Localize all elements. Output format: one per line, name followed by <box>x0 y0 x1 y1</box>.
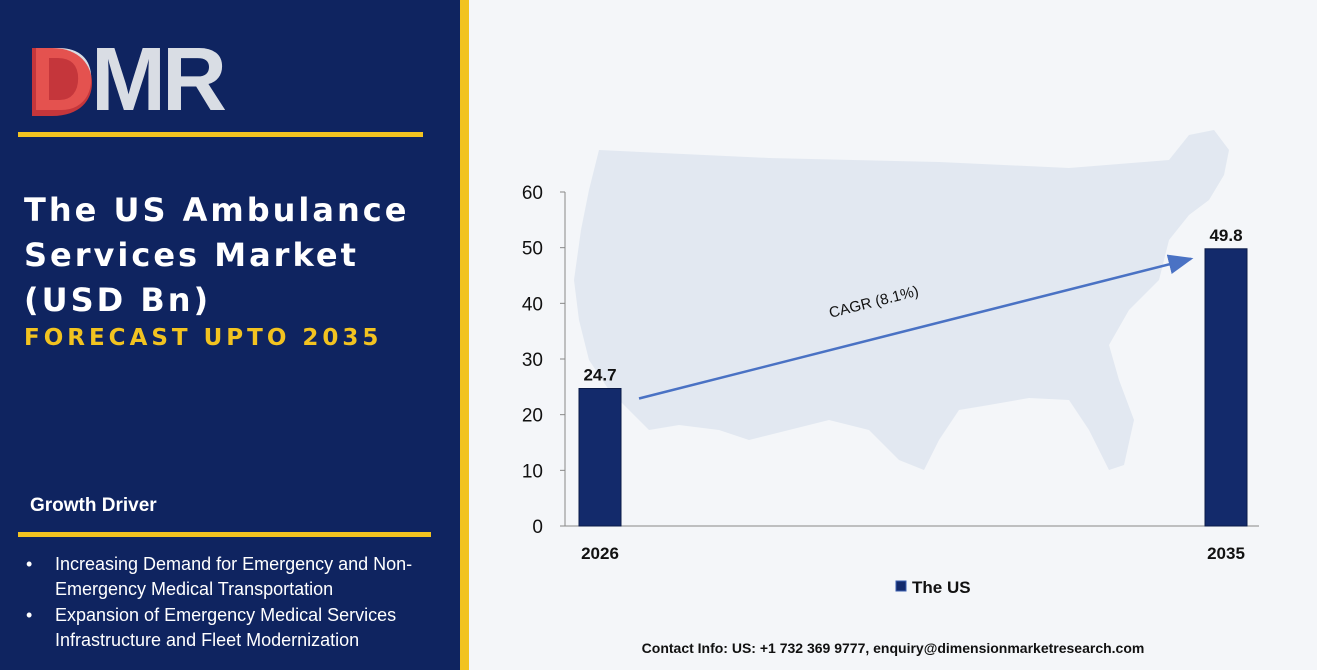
dmr-logo: DMR <box>30 38 230 118</box>
page-title: The US Ambulance Services Market (USD Bn… <box>24 188 444 323</box>
contact-info: Contact Info: US: +1 732 369 9777, enqui… <box>641 640 1145 656</box>
forecast-subtitle: FORECAST UPTO 2035 <box>24 325 383 351</box>
us-map-background <box>574 130 1229 470</box>
title-line-1: The US Ambulance <box>24 191 410 229</box>
y-tick-label: 60 <box>522 183 543 204</box>
legend-swatch <box>895 580 907 592</box>
x-tick-label: 2035 <box>1207 544 1245 563</box>
y-tick-label: 50 <box>522 239 543 260</box>
legend-label: The US <box>912 578 971 597</box>
bar <box>578 388 622 527</box>
growth-driver-heading: Growth Driver <box>30 495 157 516</box>
growth-driver-divider <box>18 532 431 537</box>
left-panel: DMR The US Ambulance Services Market (US… <box>0 0 460 670</box>
title-line-3: (USD Bn) <box>24 281 212 319</box>
growth-driver-list: • Increasing Demand for Emergency and Non… <box>26 552 446 654</box>
driver-text: Increasing Demand for Emergency and Non-… <box>55 554 413 599</box>
bar <box>1204 248 1248 527</box>
bullet-icon: • <box>26 554 33 574</box>
x-tick-label: 2026 <box>581 544 619 563</box>
driver-text: Expansion of Emergency Medical Services … <box>55 605 397 650</box>
list-item: • Increasing Demand for Emergency and Non… <box>26 552 446 602</box>
data-label: 24.7 <box>583 366 616 385</box>
cagr-arrow <box>638 254 1194 400</box>
y-tick-label: 10 <box>522 461 543 482</box>
data-label: 49.8 <box>1209 226 1242 245</box>
logo-divider <box>18 132 423 137</box>
list-item: • Expansion of Emergency Medical Services… <box>26 603 446 653</box>
y-tick-label: 30 <box>522 350 543 371</box>
gold-separator <box>460 0 469 670</box>
bullet-icon: • <box>26 605 33 625</box>
y-tick-label: 0 <box>532 517 543 538</box>
title-line-2: Services Market <box>24 236 359 274</box>
y-tick-label: 40 <box>522 294 543 315</box>
y-tick-label: 20 <box>522 406 543 427</box>
